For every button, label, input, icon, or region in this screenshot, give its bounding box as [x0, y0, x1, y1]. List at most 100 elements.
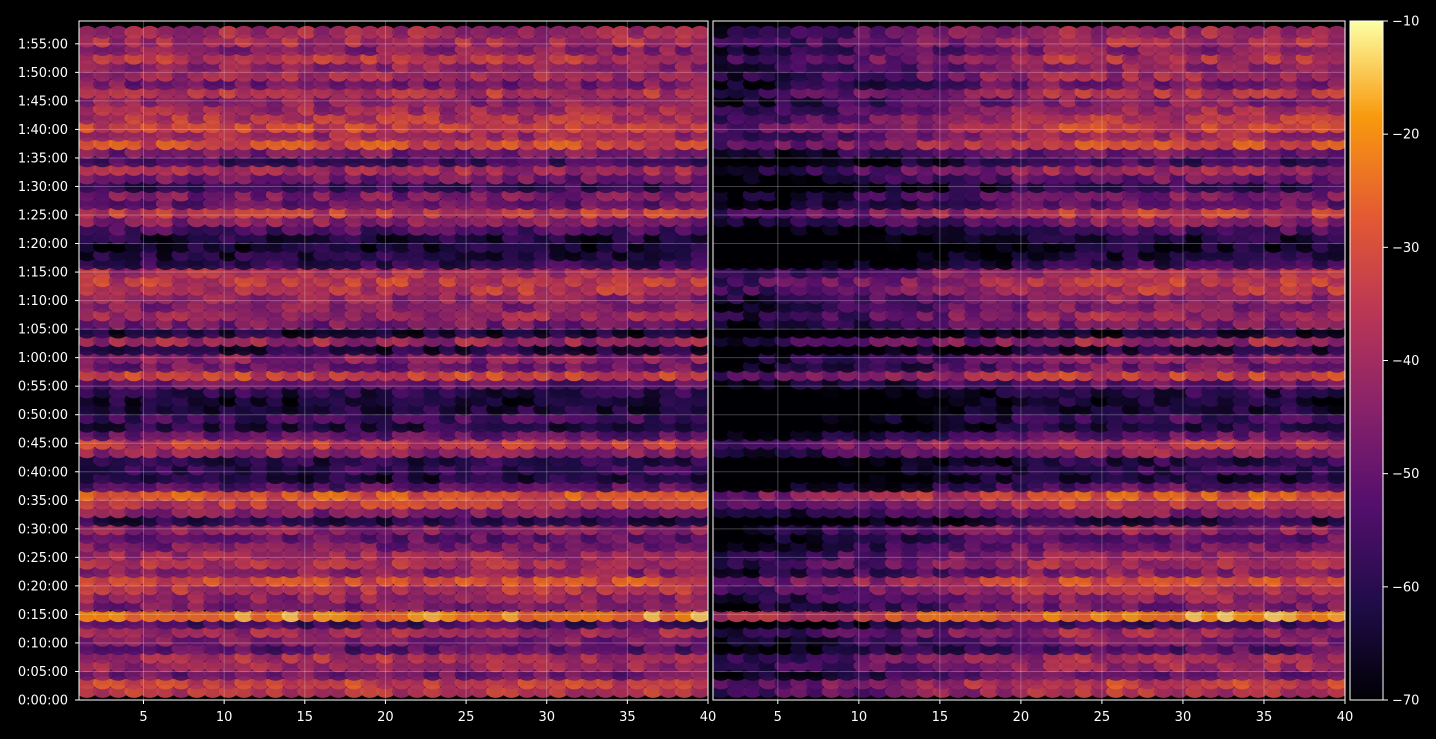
heat-cell [297, 25, 317, 39]
heat-cell [328, 25, 349, 39]
heat-cell [611, 609, 632, 623]
heat-cell [1027, 609, 1047, 623]
heat-cell [265, 25, 286, 39]
heat-cell [155, 609, 176, 623]
heat-cell [643, 609, 663, 623]
heat-cell [517, 609, 537, 623]
heat-cell [203, 609, 223, 623]
heat-cell [1216, 609, 1237, 623]
heat-cell [265, 609, 286, 623]
heat-cell [1153, 609, 1174, 623]
heat-cell [79, 609, 97, 623]
panel-2-cells [713, 25, 1345, 698]
heat-cell [995, 609, 1016, 623]
heat-cell [564, 25, 584, 39]
heat-cell [438, 25, 459, 39]
heat-cell [360, 609, 380, 623]
heat-cell [344, 609, 364, 623]
heat-cell [140, 609, 160, 623]
heat-cell [79, 25, 97, 39]
heat-cell [1185, 609, 1205, 623]
heat-cell [1106, 609, 1126, 623]
heat-cell [313, 25, 333, 39]
heat-cell [391, 25, 412, 39]
heat-cell [713, 609, 731, 623]
heat-cell [548, 25, 569, 39]
panel-1-cells [79, 25, 708, 698]
heat-cell [281, 25, 301, 39]
heat-cell [407, 609, 427, 623]
heat-cell [470, 25, 490, 39]
heat-cell [218, 25, 239, 39]
heat-cell [250, 609, 270, 623]
heatmap-cells [79, 25, 1345, 698]
heat-cell [1248, 609, 1268, 623]
heat-cell [1232, 609, 1253, 623]
heat-cell [659, 25, 679, 39]
heat-cell [171, 609, 191, 623]
heat-cell [533, 25, 553, 39]
heat-cell [963, 609, 984, 623]
heat-cell [596, 25, 616, 39]
heat-cell [1200, 609, 1221, 623]
heat-cell [1090, 609, 1110, 623]
heat-cell [774, 609, 794, 623]
heat-cell [328, 609, 349, 623]
heat-cell [234, 25, 254, 39]
heat-cell [1295, 609, 1316, 623]
heat-cell [837, 609, 858, 623]
heat-cell [821, 609, 842, 623]
heat-cell [281, 609, 301, 623]
heat-cell [1011, 609, 1031, 623]
heat-cell [486, 609, 506, 623]
heat-cell [627, 25, 647, 39]
heat-cell [218, 609, 239, 623]
heat-cell [790, 609, 810, 623]
heat-cell [438, 609, 459, 623]
heat-cell [124, 25, 144, 39]
heat-cell [501, 25, 522, 39]
heat-cell [423, 25, 443, 39]
heat-cell [501, 609, 522, 623]
heat-cell [360, 25, 380, 39]
heat-cell [187, 25, 207, 39]
heat-cell [470, 609, 490, 623]
heat-cell [297, 609, 317, 623]
heat-cell [171, 25, 191, 39]
heat-cell [1327, 609, 1345, 623]
heat-cell [454, 25, 474, 39]
heat-cell [344, 25, 364, 39]
heat-cell [155, 25, 176, 39]
heat-cell [916, 609, 937, 623]
heat-cell [690, 25, 708, 39]
heat-cell [1264, 609, 1284, 623]
heat-cell [674, 25, 695, 39]
heat-cell [758, 609, 779, 623]
heat-cell [517, 25, 537, 39]
heat-cell [533, 609, 553, 623]
heat-cell [1169, 609, 1189, 623]
heat-cell [659, 609, 679, 623]
heat-cell [690, 609, 708, 623]
heat-cell [869, 609, 889, 623]
heat-cell [187, 609, 207, 623]
heat-cell [853, 609, 873, 623]
heat-cell [548, 609, 569, 623]
heat-cell [674, 609, 695, 623]
heat-cell [643, 25, 663, 39]
heat-cell [1058, 609, 1079, 623]
heat-cell [423, 609, 443, 623]
heat-cell [108, 609, 128, 623]
heat-cell [564, 609, 584, 623]
heat-cell [932, 609, 952, 623]
heat-cell [1121, 609, 1142, 623]
heat-cell [627, 609, 647, 623]
heat-cell [391, 609, 412, 623]
heat-cell [203, 25, 223, 39]
heat-cell [486, 25, 506, 39]
heat-cell [1137, 609, 1158, 623]
heat-cell [805, 609, 826, 623]
heat-cell [884, 609, 905, 623]
heat-cell [140, 25, 160, 39]
heat-cell [92, 25, 113, 39]
